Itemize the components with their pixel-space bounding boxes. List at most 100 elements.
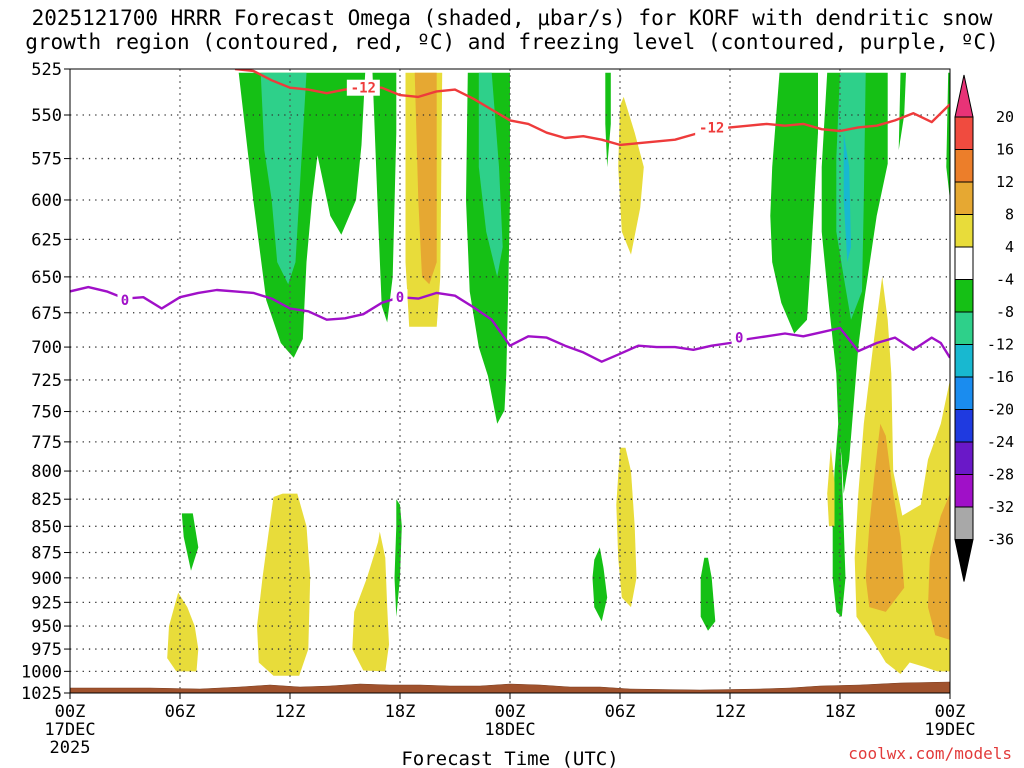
colorbar-box-7	[954, 311, 974, 345]
colorbar-box-4	[954, 214, 974, 248]
freezing-level-label-bg-2	[731, 329, 747, 346]
x-tick-label-24: 00Z	[495, 702, 526, 722]
y-axis: 525 550 575 600 625 650 675 700 725 750 775 800 825 8…	[21, 60, 70, 704]
y-tick-label-850: 850	[31, 517, 62, 537]
colorbar-box-2	[954, 149, 974, 183]
contour-lines: -12 -12 0 0 0	[70, 69, 950, 363]
x-tick-date-0: 17DEC	[44, 720, 95, 740]
omega-shading	[167, 72, 950, 676]
dgz-contour-label-0: -12	[351, 81, 376, 97]
colorbar-top-arrow	[954, 74, 974, 118]
omega-region-22	[700, 557, 716, 631]
freezing-level-label-2: 0	[735, 331, 743, 347]
y-tick-label-950: 950	[31, 617, 62, 637]
colorbar-label-4: 4	[1005, 238, 1014, 256]
x-tick-label-48: 00Z	[935, 702, 966, 722]
x-tick-date-48: 19DEC	[924, 720, 975, 740]
dgz-contour-label-1: -12	[699, 120, 724, 136]
omega-region-19	[394, 499, 402, 617]
y-tick-label-675: 675	[31, 304, 62, 324]
colorbar-label-7: -12	[987, 336, 1014, 354]
freezing-level-label-0: 0	[121, 293, 129, 309]
omega-region-7	[605, 72, 611, 167]
omega-region-8	[618, 96, 644, 255]
x-tick-label-36: 12Z	[715, 702, 746, 722]
omega-region-12	[843, 132, 851, 263]
colorbar-label-10: -24	[987, 433, 1014, 451]
colorbar-label-3: 8	[1005, 206, 1014, 224]
title-line-1: 2025121700 HRRR Forecast Omega (shaded, …	[31, 6, 993, 30]
colorbar-box-10	[954, 409, 974, 443]
chart-title: 2025121700 HRRR Forecast Omega (shaded, …	[0, 6, 1024, 54]
y-tick-label-525: 525	[31, 60, 62, 80]
colorbar-label-8: -16	[987, 368, 1014, 386]
x-tick-date-24: 18DEC	[484, 720, 535, 740]
freezing-level-label-1: 0	[396, 290, 404, 306]
y-tick-label-825: 825	[31, 490, 62, 510]
colorbar-box-13	[954, 506, 974, 540]
dgz-contour-label-bg-1	[695, 119, 729, 136]
omega-region-13	[898, 72, 906, 151]
omega-region-20	[592, 547, 608, 622]
colorbar-box-1	[954, 116, 974, 150]
colorbar-label-12: -32	[987, 498, 1014, 516]
y-tick-label-600: 600	[31, 191, 62, 211]
x-tick-label-30: 06Z	[605, 702, 636, 722]
colorbar-box-6	[954, 279, 974, 313]
y-tick-label-875: 875	[31, 544, 62, 564]
omega-region-18	[352, 531, 389, 672]
y-tick-label-700: 700	[31, 338, 62, 358]
colorbar: 20 16 12 8 4 -4 -8 -12 -16 -20 -24 -28 -32 -36	[954, 74, 1014, 582]
x-axis-label: Forecast Time (UTC)	[401, 748, 618, 768]
omega-region-9	[770, 72, 818, 334]
colorbar-label-2: 12	[996, 173, 1014, 191]
colorbar-bottom-arrow	[954, 539, 974, 582]
dgz-contour-label-bg-0	[346, 79, 380, 96]
y-tick-label-1025: 1025	[21, 684, 62, 704]
colorbar-label-6: -8	[996, 303, 1014, 321]
colorbar-label-0: 20	[996, 108, 1014, 126]
omega-region-2	[372, 72, 397, 323]
x-tick-label-12: 12Z	[275, 702, 306, 722]
omega-region-26	[865, 423, 905, 612]
y-tick-label-925: 925	[31, 593, 62, 613]
colorbar-box-12	[954, 474, 974, 508]
colorbar-box-3	[954, 181, 974, 215]
x-tick-year-0: 2025	[50, 738, 91, 758]
grid-lines	[70, 69, 950, 693]
colorbar-box-11	[954, 441, 974, 475]
colorbar-label-9: -20	[987, 401, 1014, 419]
y-tick-label-1000: 1000	[21, 662, 62, 682]
omega-region-24	[827, 447, 835, 527]
y-tick-label-650: 650	[31, 268, 62, 288]
freezing-level-label-bg-0	[117, 292, 133, 309]
colorbar-box-5	[954, 246, 974, 280]
y-tick-label-800: 800	[31, 462, 62, 482]
y-tick-label-575: 575	[31, 150, 62, 170]
y-tick-label-775: 775	[31, 433, 62, 453]
x-tick-label-6: 06Z	[165, 702, 196, 722]
freezing-level-line	[70, 285, 950, 363]
colorbar-label-1: 16	[996, 141, 1014, 159]
y-tick-label-975: 975	[31, 640, 62, 660]
omega-region-1	[260, 72, 307, 285]
colorbar-label-11: -28	[987, 466, 1014, 484]
y-tick-label-725: 725	[31, 371, 62, 391]
colorbar-label-5: -4	[996, 271, 1014, 289]
omega-region-27	[928, 493, 950, 640]
colorbar-box-8	[954, 344, 974, 378]
x-tick-label-42: 18Z	[825, 702, 856, 722]
terrain-ground	[69, 681, 951, 694]
omega-region-21	[616, 447, 637, 608]
colorbar-label-13: -36	[987, 531, 1014, 549]
omega-region-5	[466, 72, 510, 424]
omega-region-17	[257, 493, 311, 676]
freezing-level-label-bg-1	[392, 289, 408, 306]
omega-region-11	[836, 72, 866, 320]
y-tick-label-900: 900	[31, 569, 62, 589]
y-tick-label-550: 550	[31, 106, 62, 126]
y-tick-label-750: 750	[31, 403, 62, 423]
title-line-2: growth region (contoured, red, ºC) and f…	[25, 30, 999, 54]
omega-region-15	[181, 513, 199, 571]
